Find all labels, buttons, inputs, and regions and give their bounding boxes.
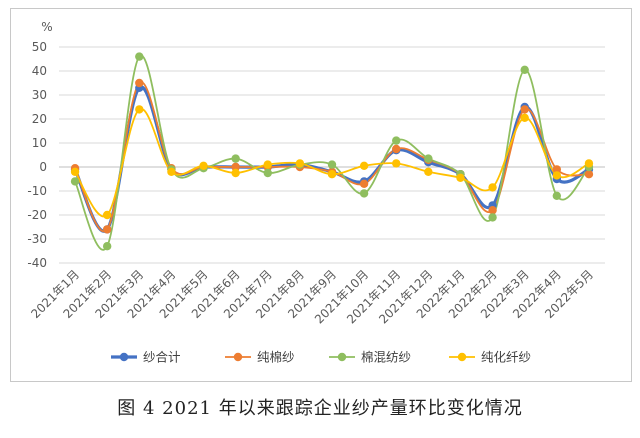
data-point-s3 (359, 189, 369, 198)
data-point-s4 (102, 210, 112, 220)
data-point-s4 (199, 161, 208, 170)
y-unit-label: % (41, 20, 52, 34)
legend-label-3: 棉混纺纱 (361, 350, 411, 365)
legend-marker-3 (337, 352, 347, 362)
legend-marker-1 (119, 352, 129, 362)
y-tick-label: -10 (27, 184, 47, 198)
data-point-s2 (552, 165, 562, 174)
legend-label-2: 纯棉纱 (257, 350, 295, 365)
series-line-2 (74, 81, 590, 233)
y-tick-label: 0 (39, 160, 47, 174)
y-tick-label: 50 (32, 40, 47, 54)
y-tick-label: 10 (32, 136, 47, 150)
data-point-s3 (552, 191, 562, 200)
data-point-s2 (520, 105, 529, 114)
data-point-s2 (135, 78, 144, 88)
chart-frame: 50 40 30 20 10 0 -10 -20 -30 -40% 2021年1月 2021年2月 20… (10, 8, 632, 382)
data-point-s2 (488, 206, 497, 215)
y-tick-label: -30 (27, 232, 47, 246)
data-point-s3 (488, 213, 497, 222)
y-tick-label: 20 (32, 112, 47, 126)
data-point-s2 (584, 170, 594, 179)
data-point-s2 (102, 225, 112, 234)
data-point-s3 (263, 168, 272, 178)
data-point-s4 (231, 168, 240, 178)
data-point-s3 (424, 154, 433, 163)
data-point-s2 (359, 179, 369, 188)
data-point-s2 (231, 162, 240, 172)
series-line-3 (74, 54, 590, 251)
data-point-s4 (424, 167, 433, 176)
data-point-s4 (552, 171, 562, 180)
legend-label-4: 纯化纤纱 (481, 350, 531, 365)
data-point-s4 (70, 167, 80, 176)
y-tick-label: 40 (32, 64, 47, 78)
figure-caption: 图 4 2021 年以来跟踪企业纱产量环比变化情况 (117, 398, 523, 419)
data-point-s4 (359, 161, 369, 170)
data-point-s4 (263, 160, 272, 169)
data-point-s4 (295, 159, 305, 168)
legend-marker-2 (233, 352, 243, 362)
data-point-s4 (488, 183, 497, 192)
data-point-s3 (520, 65, 529, 74)
data-point-s4 (327, 170, 337, 179)
y-tick-label: 30 (32, 88, 47, 102)
data-point-s3 (231, 154, 240, 163)
y-tick-label: -20 (27, 208, 47, 222)
legend-label-1: 纱合计 (143, 350, 181, 365)
line-chart: 50403020100-10-20-30-40%2021年1月2021年2月20… (27, 20, 605, 365)
data-point-s4 (135, 105, 144, 114)
data-point-s3 (102, 242, 112, 251)
data-point-s4 (584, 159, 594, 168)
data-point-s2 (392, 144, 401, 154)
legend-marker-4 (457, 352, 467, 362)
data-point-s4 (167, 167, 176, 176)
data-point-s4 (520, 113, 529, 123)
series-line-1 (73, 85, 590, 233)
data-point-s3 (327, 160, 337, 169)
data-point-s3 (70, 177, 80, 186)
data-point-s3 (392, 136, 401, 145)
data-point-s3 (135, 52, 144, 61)
data-point-s4 (456, 173, 465, 182)
data-point-s4 (392, 159, 401, 168)
y-tick-label: -40 (27, 256, 47, 270)
